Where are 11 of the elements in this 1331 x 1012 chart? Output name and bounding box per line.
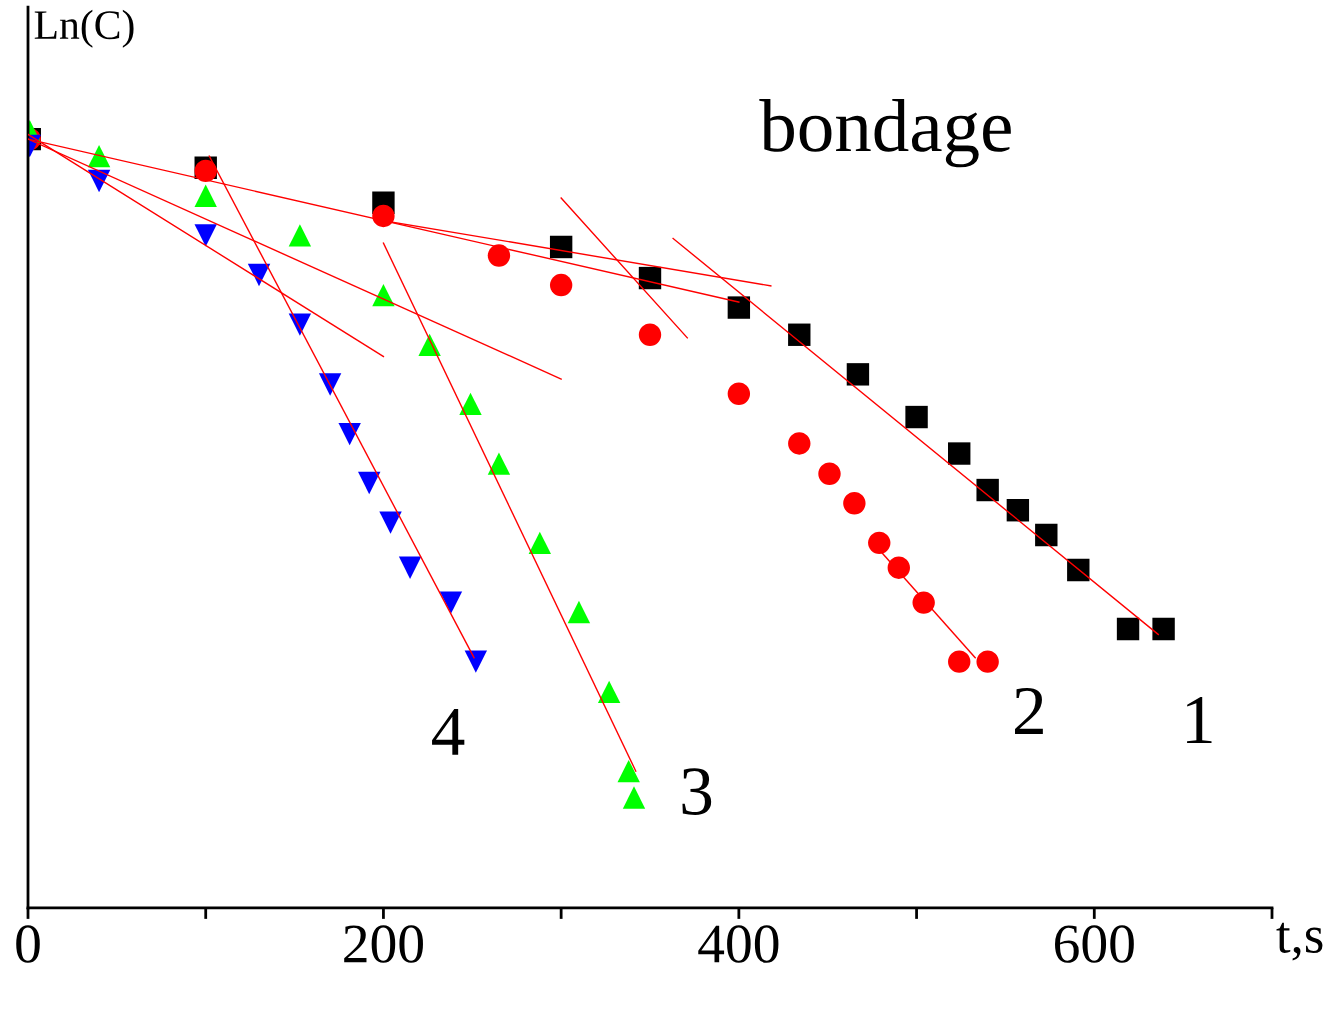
annotation: 2 [1015, 687, 1043, 734]
x-tick-label: 200 [344, 925, 423, 963]
annotation: bondage [759, 99, 1011, 168]
x-tick-label: 400 [698, 925, 779, 963]
annotation: 4 [432, 709, 465, 755]
x-tick-label: 600 [1055, 925, 1134, 963]
annotation: 1 [1187, 697, 1212, 743]
x-tick-label: 0 [16, 925, 40, 963]
annotation: 3 [682, 768, 712, 815]
y-axis-title: Ln(C) [34, 9, 134, 48]
x-axis-title: t,s [1276, 922, 1323, 961]
